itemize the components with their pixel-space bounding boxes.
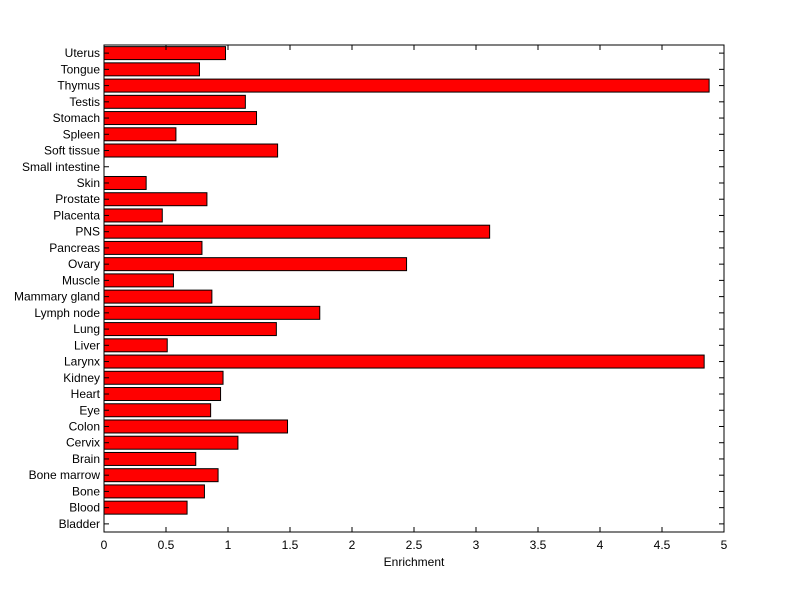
bar-placenta bbox=[103, 208, 163, 223]
bar-soft-tissue bbox=[103, 143, 279, 158]
bar-brain bbox=[103, 451, 197, 466]
y-tick-label: Bone marrow bbox=[29, 468, 101, 482]
bars-layer bbox=[103, 46, 710, 515]
bar-spleen bbox=[103, 127, 177, 142]
bar-bone bbox=[103, 484, 205, 499]
y-tick-label: Eye bbox=[79, 403, 100, 417]
y-tick-label: Placenta bbox=[53, 208, 100, 222]
bar-kidney bbox=[103, 370, 224, 385]
y-tick-label: PNS bbox=[75, 225, 100, 239]
bar-bone-marrow bbox=[103, 468, 219, 483]
y-tick-label: Brain bbox=[72, 452, 100, 466]
bar-cervix bbox=[103, 435, 239, 450]
y-tick-label: Liver bbox=[74, 338, 100, 352]
y-tick-label: Spleen bbox=[63, 127, 100, 141]
y-tick-label: Muscle bbox=[62, 273, 100, 287]
bar-lymph-node bbox=[103, 305, 321, 320]
y-tick-label: Thymus bbox=[57, 79, 100, 93]
bar-uterus bbox=[103, 46, 227, 61]
labels-layer: Uterus Tongue Thymus Testis Stomach Spleen Sof… bbox=[14, 46, 728, 552]
y-tick-label: Skin bbox=[77, 176, 100, 190]
bar-testis bbox=[103, 94, 246, 109]
x-tick-label: 5 bbox=[721, 538, 728, 552]
y-tick-label: Heart bbox=[71, 387, 101, 401]
x-axis-label: Enrichment bbox=[384, 555, 445, 569]
x-tick-label: 3 bbox=[473, 538, 480, 552]
bar-larynx bbox=[103, 354, 705, 369]
bar-mammary-gland bbox=[103, 289, 213, 304]
y-tick-label: Pancreas bbox=[49, 241, 100, 255]
bar-heart bbox=[103, 387, 222, 402]
bar-pancreas bbox=[103, 240, 203, 255]
y-tick-label: Blood bbox=[69, 501, 100, 515]
x-tick-label: 1 bbox=[225, 538, 232, 552]
x-tick-label: 0.5 bbox=[158, 538, 175, 552]
bar-skin bbox=[103, 175, 147, 190]
bar-lung bbox=[103, 322, 277, 337]
y-tick-label: Ovary bbox=[68, 257, 100, 271]
x-tick-label: 4.5 bbox=[654, 538, 671, 552]
bar-colon bbox=[103, 419, 289, 434]
x-tick-label: 1.5 bbox=[282, 538, 299, 552]
bar-stomach bbox=[103, 111, 258, 126]
x-tick-label: 2 bbox=[349, 538, 356, 552]
bar-tongue bbox=[103, 62, 200, 77]
bar-muscle bbox=[103, 273, 174, 288]
ticks-layer bbox=[103, 45, 725, 532]
y-tick-label: Small intestine bbox=[22, 160, 100, 174]
y-tick-label: Tongue bbox=[61, 62, 101, 76]
y-tick-label: Stomach bbox=[53, 111, 100, 125]
y-tick-label: Colon bbox=[69, 419, 100, 433]
y-tick-label: Larynx bbox=[64, 355, 100, 369]
bar-thymus bbox=[103, 78, 710, 93]
y-tick-label: Mammary gland bbox=[14, 290, 100, 304]
y-tick-label: Kidney bbox=[63, 371, 100, 385]
y-tick-label: Lung bbox=[73, 322, 100, 336]
x-tick-label: 0 bbox=[101, 538, 108, 552]
bar-liver bbox=[103, 338, 168, 353]
x-tick-label: 2.5 bbox=[406, 538, 423, 552]
y-tick-label: Uterus bbox=[65, 46, 100, 60]
y-tick-label: Testis bbox=[69, 95, 100, 109]
y-tick-label: Bladder bbox=[59, 517, 100, 531]
y-tick-label: Prostate bbox=[55, 192, 100, 206]
bar-pns bbox=[103, 224, 491, 239]
y-tick-label: Lymph node bbox=[34, 306, 100, 320]
bar-prostate bbox=[103, 192, 208, 207]
y-tick-label: Bone bbox=[72, 484, 100, 498]
x-tick-label: 4 bbox=[597, 538, 604, 552]
y-tick-label: Soft tissue bbox=[44, 144, 100, 158]
y-tick-label: Cervix bbox=[66, 436, 100, 450]
bar-blood bbox=[103, 500, 188, 515]
bar-eye bbox=[103, 403, 212, 418]
x-tick-label: 3.5 bbox=[530, 538, 547, 552]
bar-ovary bbox=[103, 257, 408, 272]
